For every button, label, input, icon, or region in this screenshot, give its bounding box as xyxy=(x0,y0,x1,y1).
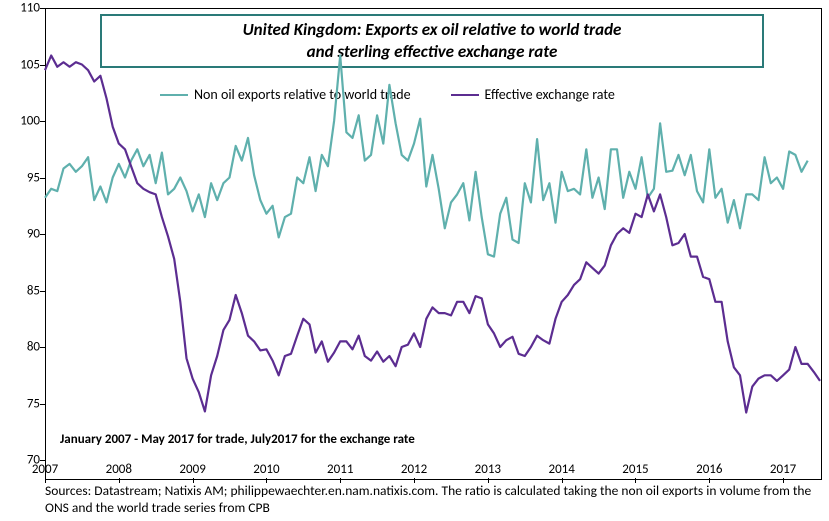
y-tick-label: 110 xyxy=(10,1,40,16)
x-tick-label: 2013 xyxy=(475,462,501,477)
x-tick-mark xyxy=(562,478,563,483)
x-tick-mark xyxy=(414,478,415,483)
series-line xyxy=(45,56,808,257)
x-tick-mark xyxy=(193,478,194,483)
x-tick-mark xyxy=(783,478,784,483)
y-tick-mark xyxy=(40,291,45,292)
y-tick-label: 85 xyxy=(10,283,40,298)
y-tick-mark xyxy=(40,460,45,461)
y-tick-label: 105 xyxy=(10,57,40,72)
x-tick-mark xyxy=(488,478,489,483)
x-tick-label: 2010 xyxy=(253,462,279,477)
x-tick-mark xyxy=(340,478,341,483)
y-tick-mark xyxy=(40,121,45,122)
y-tick-mark xyxy=(40,347,45,348)
y-tick-label: 95 xyxy=(10,170,40,185)
y-tick-label: 90 xyxy=(10,227,40,242)
source-text: Sources: Datastream; Natixis AM; philipp… xyxy=(45,483,820,517)
x-tick-mark xyxy=(635,478,636,483)
x-tick-label: 2014 xyxy=(548,462,574,477)
x-tick-label: 2012 xyxy=(401,462,427,477)
x-tick-label: 2011 xyxy=(327,462,353,477)
y-tick-label: 80 xyxy=(10,340,40,355)
x-tick-label: 2016 xyxy=(696,462,722,477)
y-tick-label: 100 xyxy=(10,114,40,129)
x-tick-label: 2015 xyxy=(622,462,648,477)
x-tick-label: 2017 xyxy=(770,462,796,477)
x-tick-mark xyxy=(119,478,120,483)
y-tick-mark xyxy=(40,65,45,66)
chart-container: United Kingdom: Exports ex oil relative … xyxy=(0,0,829,521)
x-tick-mark xyxy=(266,478,267,483)
x-tick-mark xyxy=(45,478,46,483)
date-range-note: January 2007 - May 2017 for trade, July2… xyxy=(60,432,415,447)
x-tick-label: 2009 xyxy=(179,462,205,477)
x-tick-mark xyxy=(709,478,710,483)
y-tick-mark xyxy=(40,178,45,179)
y-tick-label: 75 xyxy=(10,396,40,411)
y-tick-mark xyxy=(40,8,45,9)
series-line xyxy=(45,56,820,413)
y-tick-label: 70 xyxy=(10,453,40,468)
x-tick-label: 2008 xyxy=(106,462,132,477)
y-tick-mark xyxy=(40,234,45,235)
y-tick-mark xyxy=(40,404,45,405)
